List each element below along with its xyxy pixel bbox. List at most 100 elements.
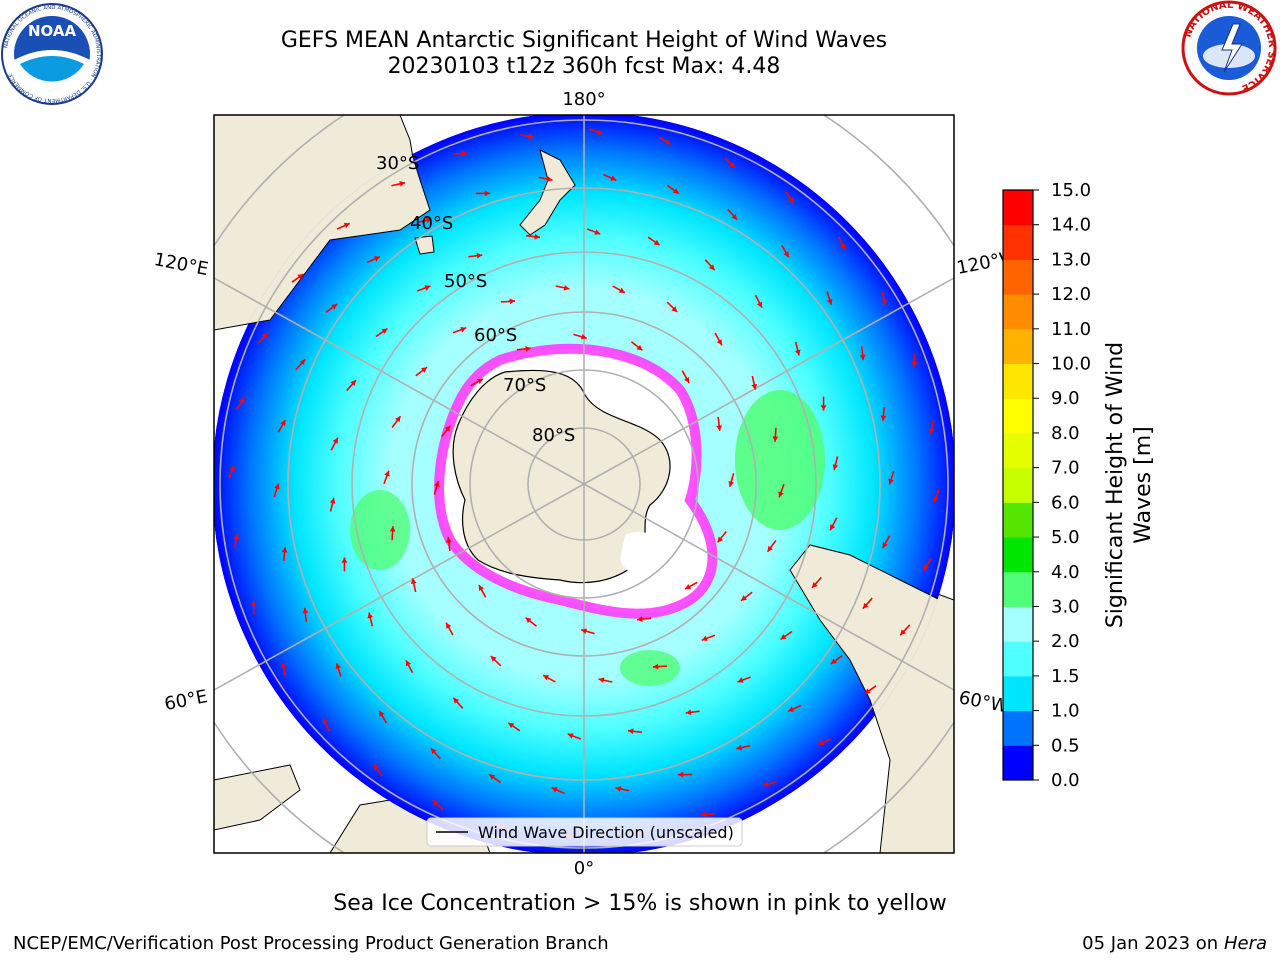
wind-wave-arrow (417, 217, 432, 224)
wind-wave-arrow (880, 406, 887, 422)
chart-subtitle: 20230103 t12z 360h fcst Max: 4.48 (387, 54, 781, 79)
wind-wave-arrow (367, 612, 374, 627)
wind-wave-arrow (652, 663, 667, 670)
wind-wave-arrow (322, 717, 330, 732)
colorbar-tick-label: 15.0 (1051, 180, 1091, 201)
wind-wave-arrow (346, 379, 357, 392)
colorbar-segment (1003, 710, 1033, 746)
wind-wave-arrow (468, 252, 483, 259)
footer-date: 05 Jan 2023 on Hera (1082, 933, 1267, 954)
wind-wave-arrow (727, 208, 738, 221)
wind-wave-arrow (737, 676, 751, 683)
wind-wave-arrow (250, 600, 257, 615)
africa-land (214, 764, 301, 831)
wind-wave-arrow (236, 397, 246, 410)
wind-wave-arrow (277, 419, 286, 433)
wind-wave-arrow (677, 771, 692, 778)
wind-wave-arrow (647, 236, 661, 246)
wind-wave-arrow (490, 655, 502, 667)
wind-wave-arrow (525, 616, 538, 627)
wind-wave-arrow (832, 456, 839, 471)
lon-label-180: 180° (562, 89, 605, 110)
wind-wave-arrow (615, 786, 630, 792)
wind-wave-arrow (666, 184, 680, 195)
wind-wave-arrow (341, 557, 348, 572)
wind-wave-arrow (754, 294, 763, 309)
wind-wave-arrow (452, 326, 467, 334)
wind-wave-arrow (375, 327, 388, 338)
colorbar-segment (1003, 432, 1033, 469)
wind-wave-arrow (811, 576, 822, 589)
colorbar-tick-label: 14.0 (1051, 215, 1091, 236)
wind-wave-arrow (520, 133, 535, 140)
wind-wave-arrow (772, 427, 779, 442)
chart-title: GEFS MEAN Antarctic Significant Height o… (280, 28, 888, 53)
wind-wave-arrow (441, 425, 452, 438)
lat-label-30s: 30°S (376, 153, 419, 174)
wind-wave-arrow (507, 722, 521, 732)
wind-wave-arrow (516, 345, 531, 352)
weddell-ice-shelf (620, 531, 670, 576)
colorbar-segment (1003, 745, 1033, 781)
wind-wave-arrow (295, 358, 306, 371)
wind-wave-arrow (762, 781, 777, 787)
wind-wave-arrows (228, 128, 940, 840)
wind-wave-arrow (383, 470, 390, 485)
wind-wave-arrow (538, 176, 553, 182)
wind-wave-arrow (922, 558, 932, 571)
wind-wave-arrow (701, 634, 716, 642)
wind-wave-arrow (794, 341, 801, 356)
wind-wave-arrow (888, 470, 895, 485)
wind-wave-arrow (567, 733, 582, 740)
wave-patch-east (735, 390, 825, 530)
colorbar-segment (1003, 571, 1033, 607)
wind-wave-arrow (681, 370, 690, 384)
wind-wave-arrow (432, 799, 444, 811)
wind-wave-arrow (637, 616, 652, 623)
colorbar-tick-label: 11.0 (1051, 319, 1091, 340)
wind-wave-arrow (405, 659, 414, 674)
colorbar-segment (1003, 502, 1033, 538)
wind-wave-arrow (391, 415, 402, 428)
wind-wave-arrow (933, 489, 940, 503)
wind-wave-arrow (551, 787, 565, 795)
noaa-logo: NOAA NATIONAL OCEANIC AND ATMOSPHERIC AD… (1, 3, 103, 105)
colorbar-tick-label: 5.0 (1051, 527, 1080, 548)
colorbar-label-line1: Significant Height of Wind (1103, 342, 1128, 628)
wind-wave-arrow (859, 346, 866, 361)
wind-wave-arrow (433, 480, 440, 495)
wind-wave-arrow (233, 533, 240, 548)
ross-ice-shelf (590, 392, 640, 416)
wind-wave-arrow (281, 546, 288, 562)
colorbar-segment (1003, 224, 1033, 260)
wind-wave-arrow (700, 811, 715, 818)
wind-wave-arrow (257, 332, 269, 344)
colorbar-segment (1003, 675, 1033, 712)
wind-wave-arrow (685, 709, 700, 716)
lat-label-60s: 60°S (474, 325, 517, 346)
wind-wave-arrow (684, 581, 698, 590)
wind-wave-arrow (228, 465, 235, 479)
wind-wave-arrow (366, 255, 381, 264)
wind-wave-arrow (785, 191, 795, 204)
wind-wave-arrow (389, 526, 396, 541)
wind-wave-arrow (281, 662, 287, 677)
wind-wave-arrow (391, 181, 406, 187)
colorbar-tick-label: 1.5 (1051, 666, 1080, 687)
wind-wave-arrow (716, 530, 727, 543)
colorbar-tick-label: 2.0 (1051, 631, 1080, 652)
wind-wave-arrow (658, 136, 671, 146)
colorbar-segment (1003, 363, 1033, 399)
wind-wave-arrow (330, 437, 339, 451)
wind-wave-arrow (751, 375, 758, 390)
wind-wave-arrow (586, 228, 601, 235)
wind-wave-arrow (716, 416, 723, 431)
wind-wave-arrow (445, 537, 452, 552)
lat-label-50s: 50°S (444, 271, 487, 292)
wind-wave-arrow (724, 157, 736, 169)
lon-label-60w: 60°W (957, 687, 1010, 717)
colorbar-segment (1003, 190, 1033, 226)
wind-wave-arrow (704, 259, 716, 271)
lat-label-40s: 40°S (410, 213, 453, 234)
